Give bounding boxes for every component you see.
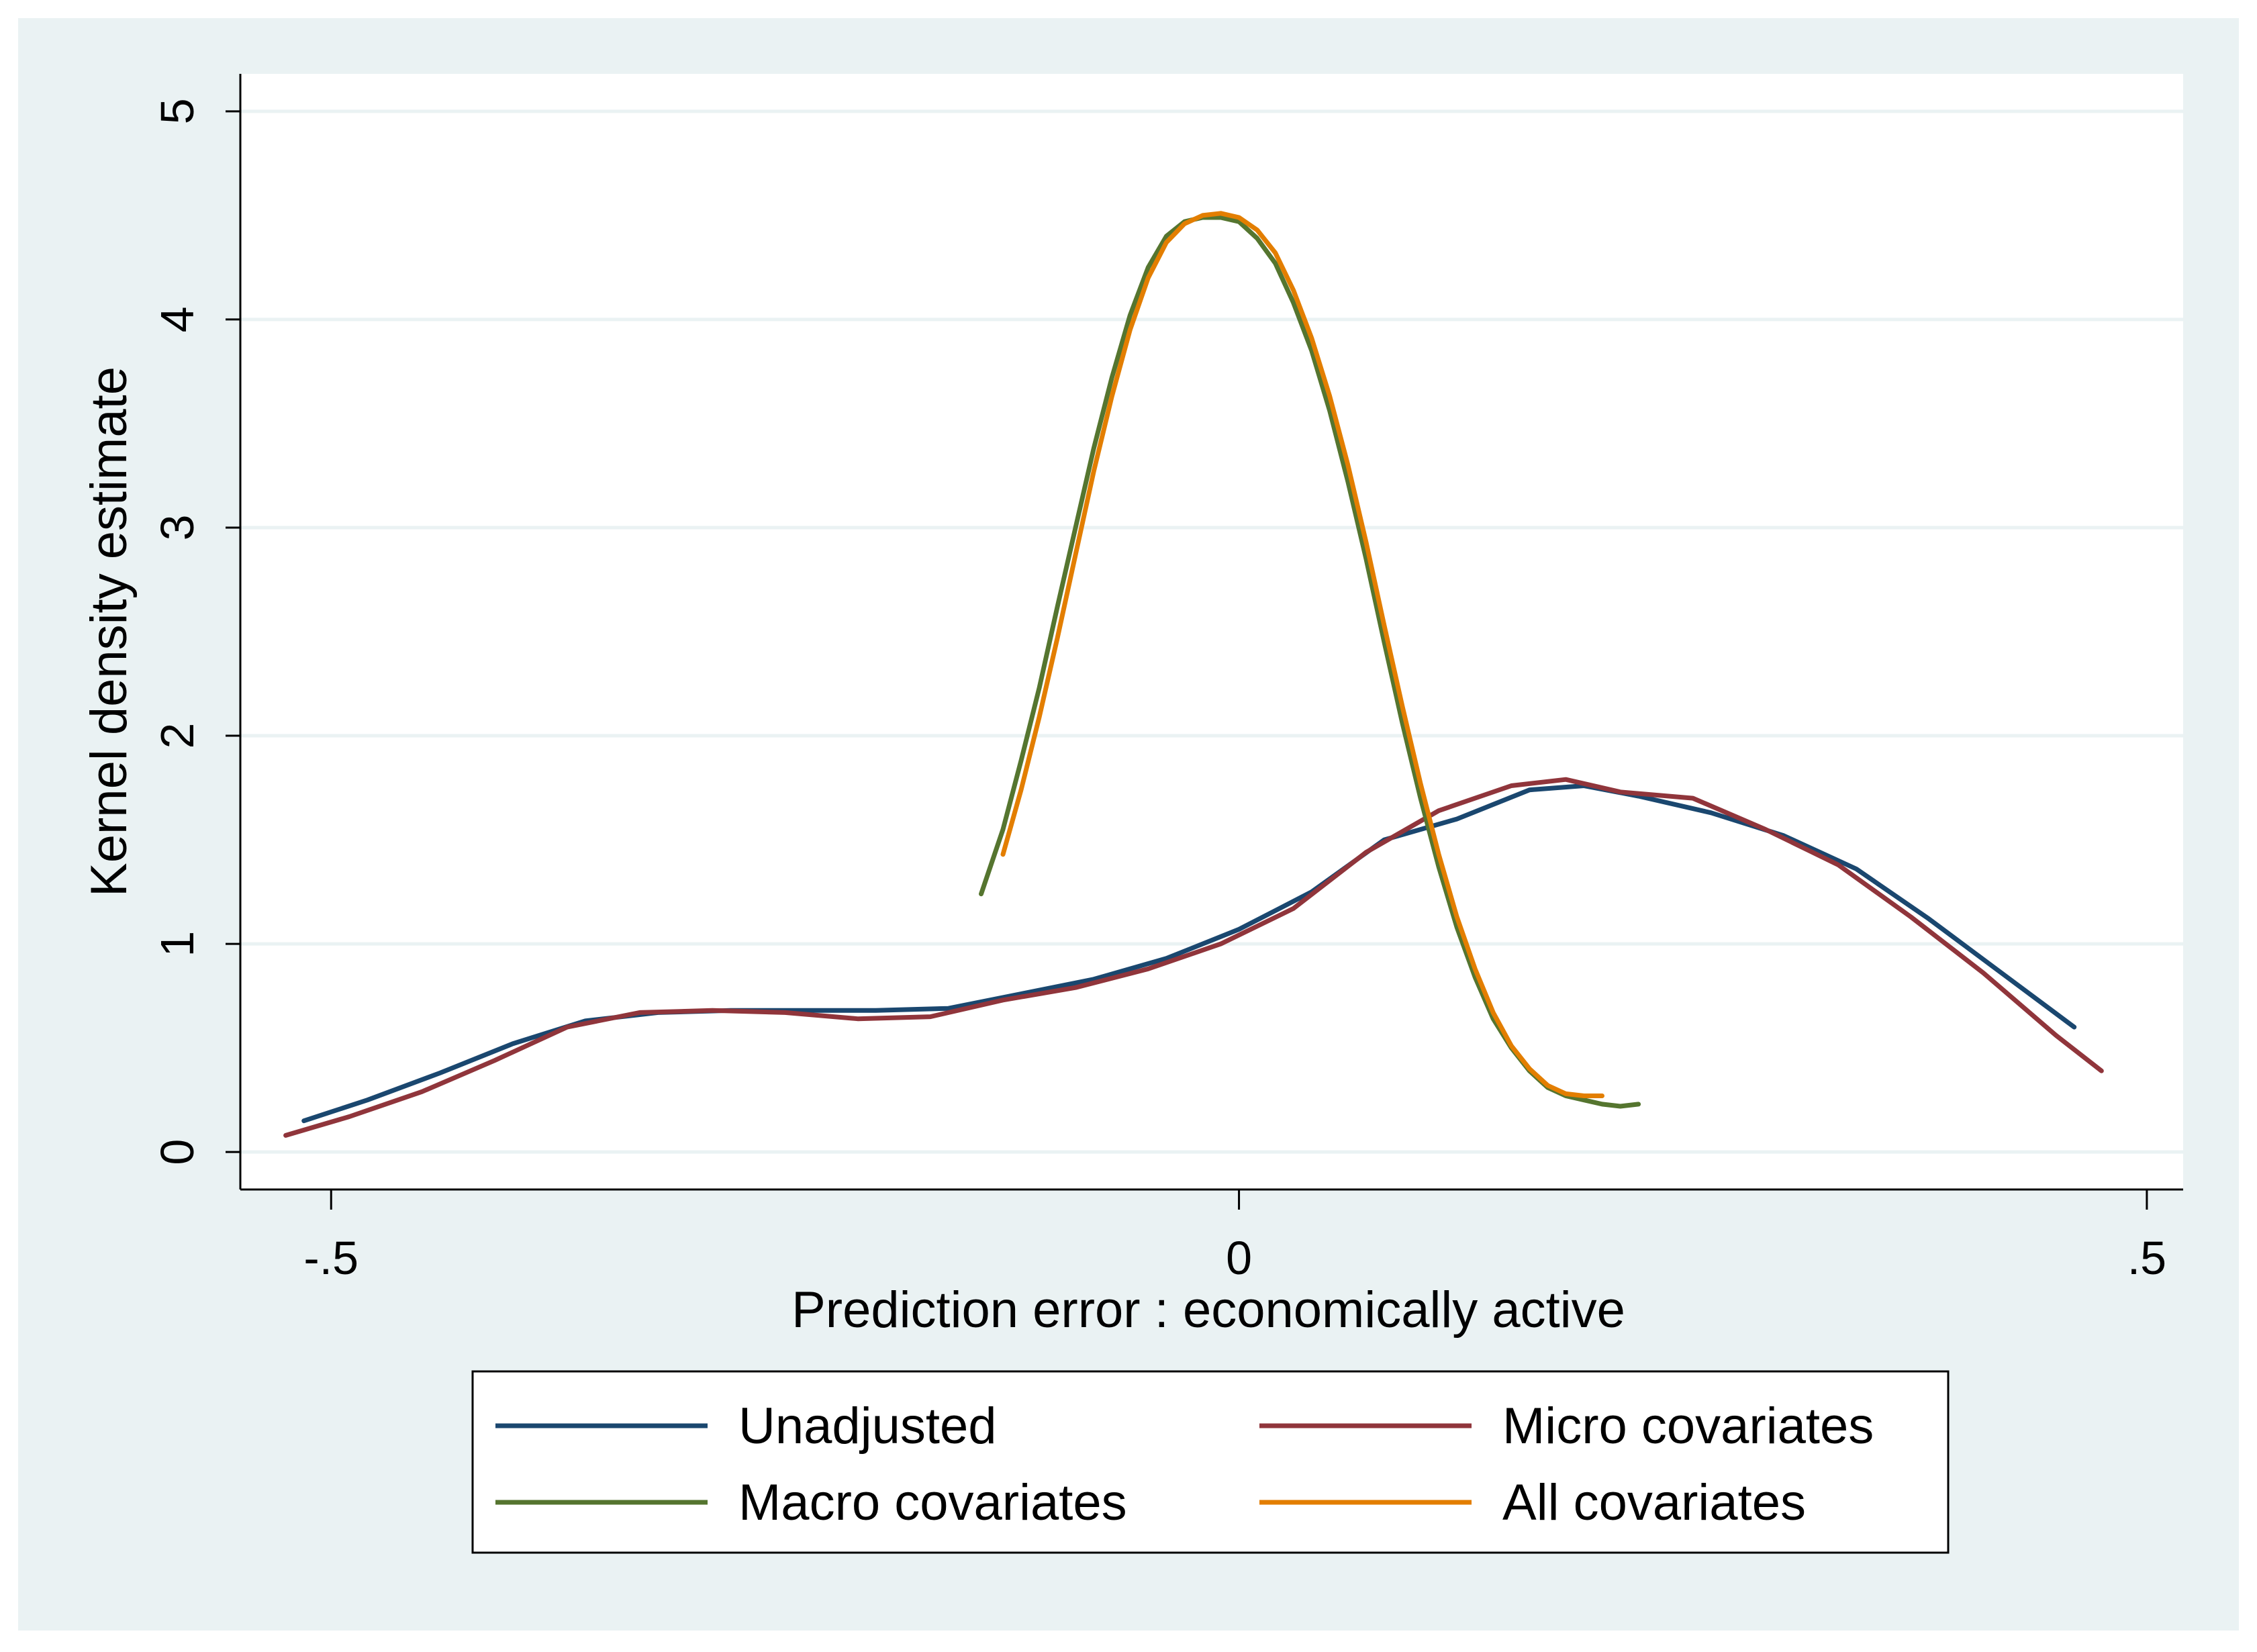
y-tick-label: 3 (151, 514, 203, 540)
x-axis-label: Prediction error : economically active (791, 1281, 1625, 1339)
series-layer (283, 211, 2104, 1138)
y-axis-label: Kernel density estimate (81, 367, 138, 897)
y-tick-label: 4 (151, 306, 203, 332)
plot-area (240, 74, 2183, 1189)
x-tick-label: 0 (1226, 1232, 1252, 1284)
x-tick-label: -.5 (303, 1232, 358, 1284)
y-ticks: 0 1 2 3 4 5 (151, 98, 240, 1165)
legend-label-unadjusted: Unadjusted (738, 1398, 997, 1455)
y-tick-label: 2 (151, 723, 203, 749)
y-tick-label: 0 (151, 1139, 203, 1165)
x-tick-label: .5 (2127, 1232, 2166, 1284)
series-line-all-covariates (1000, 211, 1604, 1098)
legend-label-all-covariates: All covariates (1502, 1474, 1806, 1531)
legend-label-macro-covariates: Macro covariates (738, 1474, 1127, 1531)
y-tick-label: 5 (151, 98, 203, 124)
legend: Unadjusted Micro covariates Macro covariat… (471, 1370, 1950, 1554)
x-ticks: -.5 0 .5 (303, 1189, 2166, 1284)
axes (239, 74, 2183, 1191)
y-tick-label: 1 (151, 931, 203, 957)
legend-box (471, 1370, 1950, 1554)
grid-lines (240, 109, 2183, 1154)
legend-label-micro-covariates: Micro covariates (1502, 1398, 1874, 1455)
series-line-micro-covariates (283, 777, 2104, 1138)
